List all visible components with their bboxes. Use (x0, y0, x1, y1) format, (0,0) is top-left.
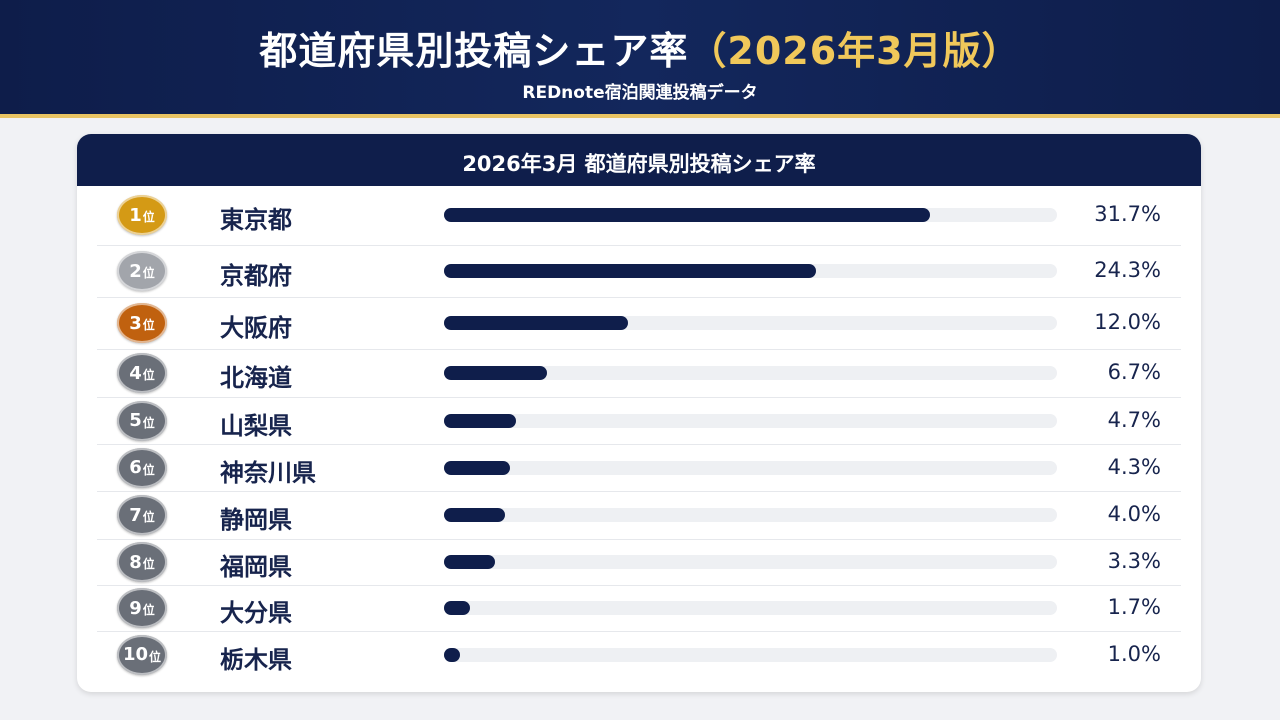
prefecture-label: 静岡県 (220, 506, 292, 534)
bar-track (444, 601, 1057, 615)
ranking-row: 4 位 北海道 6.7% (97, 350, 1181, 398)
value-label: 1.0% (1107, 641, 1161, 666)
page-title-main: 都道府県別投稿シェア率 (259, 29, 689, 73)
bar-track (444, 647, 1057, 662)
rank-suffix: 位 (142, 318, 155, 332)
rank-number: 5 (129, 410, 142, 431)
bar-fill (444, 555, 495, 569)
bar-fill (444, 460, 510, 475)
prefecture-label: 栃木県 (220, 645, 292, 674)
page-subtitle: REDnote宿泊関連投稿データ (522, 83, 758, 103)
rank-suffix: 位 (142, 603, 155, 617)
rank-suffix: 位 (142, 462, 155, 477)
rank-suffix: 位 (142, 557, 155, 571)
ranking-row: 8 位 福岡県 3.3% (97, 540, 1181, 586)
rank-suffix: 位 (142, 415, 155, 430)
bar-track (444, 316, 1057, 330)
rank-suffix: 位 (142, 210, 155, 224)
value-label: 1.7% (1107, 595, 1161, 619)
bar-fill (444, 208, 930, 222)
bar-track (444, 366, 1057, 380)
value-label: 24.3% (1094, 258, 1161, 282)
rank-suffix: 位 (142, 368, 155, 382)
card-header: 2026年3月 都道府県別投稿シェア率 (77, 134, 1201, 186)
prefecture-label: 大阪府 (220, 314, 292, 342)
bar-track (444, 508, 1057, 522)
rank-number: 8 (129, 551, 142, 573)
value-label: 3.3% (1107, 549, 1161, 573)
value-label: 4.0% (1107, 502, 1161, 526)
bar-track (444, 460, 1057, 475)
value-label: 31.7% (1094, 202, 1161, 226)
rank-number: 1 (129, 204, 142, 226)
header-banner: 都道府県別投稿シェア率（2026年3月版） REDnote宿泊関連投稿データ (0, 0, 1280, 114)
bar-fill (444, 601, 471, 615)
ranking-row: 2 位 京都府 24.3% (97, 246, 1181, 298)
rank-number: 2 (129, 260, 142, 282)
ranking-row: 1 位 東京都 31.7% (97, 186, 1181, 246)
prefecture-label: 東京都 (220, 206, 292, 234)
bar-fill (444, 508, 506, 522)
rank-number: 3 (129, 312, 142, 334)
bar-fill (444, 647, 460, 662)
value-label: 12.0% (1094, 310, 1161, 334)
rank-number: 6 (129, 457, 142, 478)
rank-number: 10 (122, 644, 149, 665)
rank-number: 4 (129, 362, 142, 384)
bar-fill (444, 264, 817, 278)
rank-number: 7 (129, 504, 142, 526)
rank-badge: 10 位 (117, 634, 167, 675)
prefecture-label: 京都府 (220, 262, 292, 290)
ranking-row: 7 位 静岡県 4.0% (97, 492, 1181, 540)
ranking-row: 9 位 大分県 1.7% (97, 586, 1181, 632)
bar-fill (444, 413, 517, 428)
ranking-card: 2026年3月 都道府県別投稿シェア率 1 位東京都 31.7% 2 位京都府 24.3%… (77, 134, 1201, 692)
rank-number: 9 (129, 597, 142, 619)
prefecture-label: 大分県 (220, 599, 292, 627)
bar-track (444, 413, 1057, 428)
bar-fill (444, 366, 547, 380)
page-title-accent: （2026年3月版） (688, 29, 1021, 73)
page-title: 都道府県別投稿シェア率（2026年3月版） (0, 20, 1280, 75)
value-label: 4.3% (1107, 454, 1161, 479)
prefecture-label: 山梨県 (220, 411, 292, 440)
prefecture-label: 北海道 (220, 364, 292, 392)
header-divider (0, 114, 1280, 118)
bar-fill (444, 316, 628, 330)
value-label: 6.7% (1107, 360, 1161, 384)
ranking-row: 10 位 栃木県 1.0% (97, 632, 1181, 678)
bar-track (444, 264, 1057, 278)
rank-suffix: 位 (142, 266, 155, 280)
rank-suffix: 位 (149, 649, 162, 664)
chart-title: 2026年3月 都道府県別投稿シェア率 (462, 152, 816, 176)
bar-track (444, 555, 1057, 569)
value-label: 4.7% (1107, 407, 1161, 432)
ranking-row: 6 位 神奈川県 4.3% (97, 445, 1181, 492)
prefecture-label: 神奈川県 (220, 458, 316, 487)
bar-track (444, 208, 1057, 222)
prefecture-label: 福岡県 (220, 553, 292, 581)
ranking-row: 3 位 大阪府 12.0% (97, 298, 1181, 350)
rank-suffix: 位 (142, 510, 155, 524)
ranking-row: 5 位 山梨県 4.7% (97, 398, 1181, 445)
